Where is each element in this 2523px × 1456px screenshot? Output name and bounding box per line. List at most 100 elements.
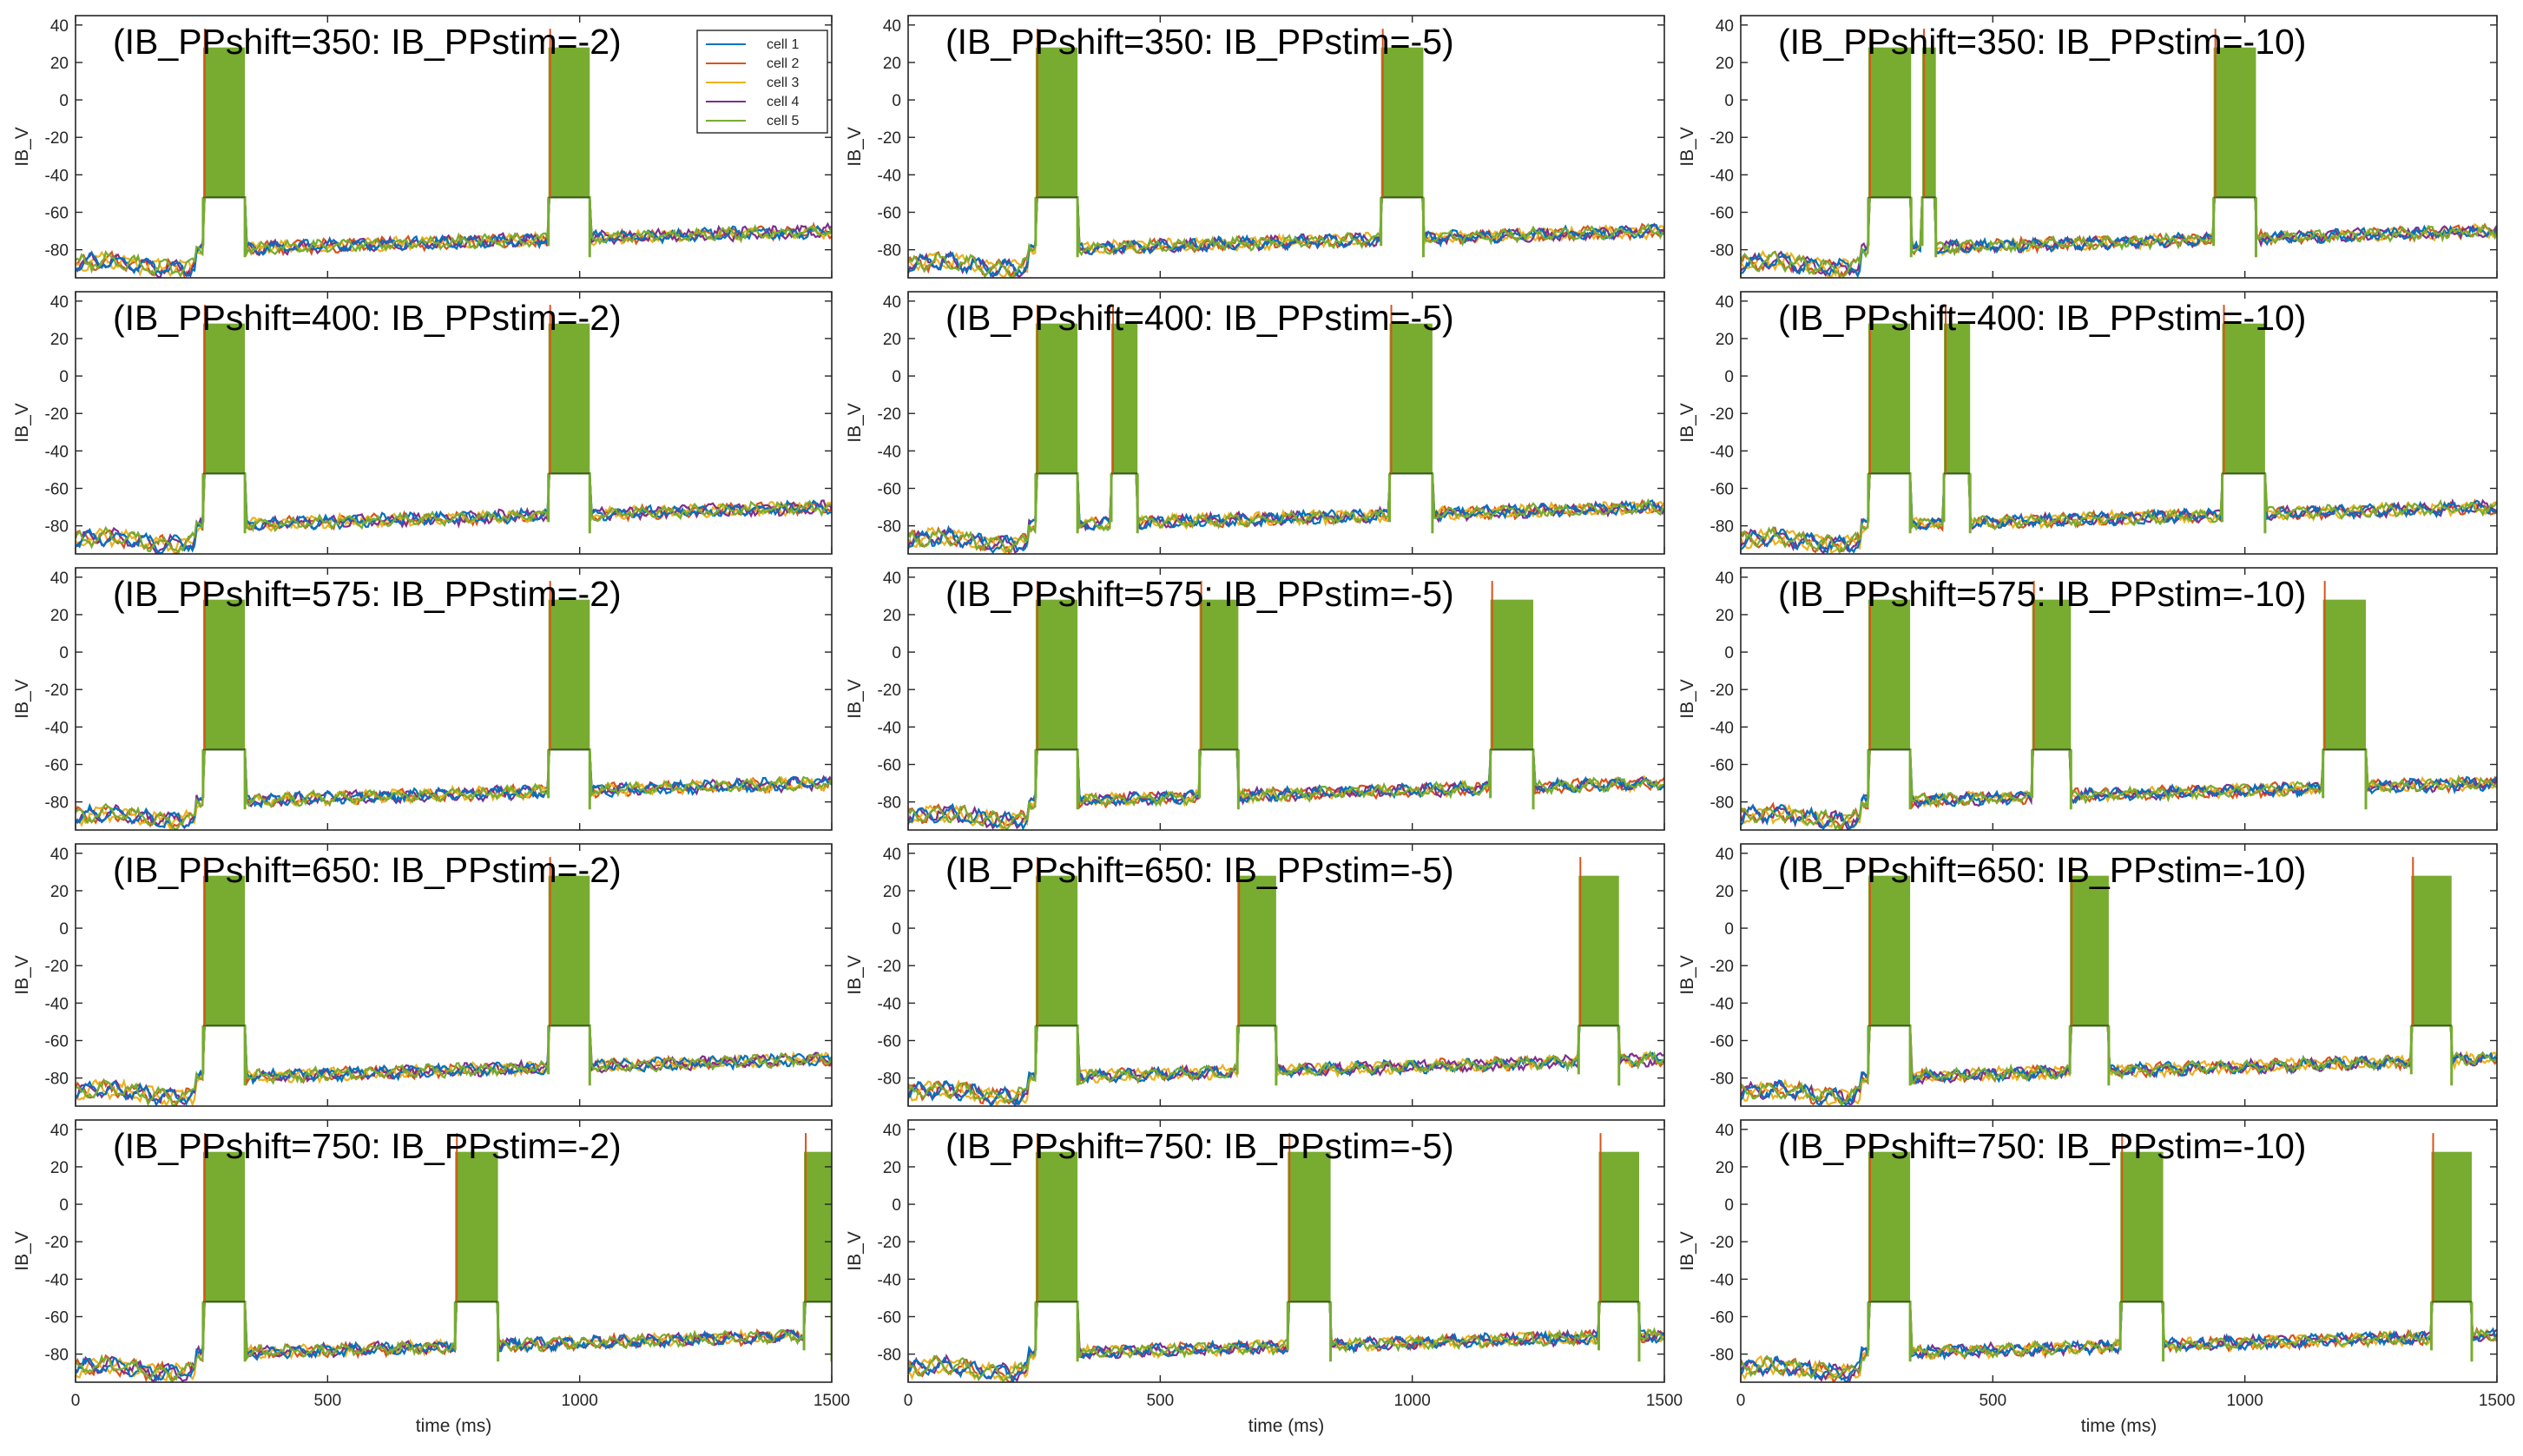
y-tick-label: -60 xyxy=(1710,481,1734,499)
burst-2 xyxy=(547,581,591,810)
y-tick-label: -40 xyxy=(45,443,69,461)
burst-2 xyxy=(547,29,591,258)
burst-block xyxy=(202,1151,246,1302)
y-tick-label: 40 xyxy=(50,1122,69,1140)
y-tick-label: -80 xyxy=(45,794,69,813)
burst-block xyxy=(1237,875,1276,1026)
y-tick-label: -80 xyxy=(878,1071,901,1089)
y-tick-label: 40 xyxy=(883,1122,901,1140)
y-tick-label: -60 xyxy=(45,1033,69,1051)
y-tick-label: -20 xyxy=(878,1234,901,1252)
panel-9: 40 20 0 -20 -40 -60 -80 IB_V (IB_PPshift=575: IB… xyxy=(1677,567,2498,831)
panel-3: 40 20 0 -20 -40 -60 -80 IB_V (IB_PPshift=350: IB… xyxy=(1677,15,2498,279)
burst-3 xyxy=(1597,1133,1641,1362)
cell-1-trace xyxy=(76,196,832,277)
y-tick-label: -40 xyxy=(1710,167,1734,185)
panel-1: 40 20 0 -20 -40 -60 -80 IB_V (IB_PPshift=350: IB… xyxy=(12,15,833,279)
cell-5-trace xyxy=(1741,196,2497,278)
burst-block xyxy=(548,47,590,198)
y-tick-label: 0 xyxy=(1724,644,1734,662)
burst-1 xyxy=(1034,305,1079,534)
y-tick-label: -60 xyxy=(45,481,69,499)
burst-block xyxy=(804,1151,832,1302)
burst-3 xyxy=(2322,581,2368,810)
burst-3 xyxy=(1577,857,1621,1086)
burst-block xyxy=(1380,47,1424,198)
x-tick-label: 1500 xyxy=(1646,1392,1683,1410)
y-tick-label: 40 xyxy=(883,17,901,36)
cell-1-trace xyxy=(76,748,832,829)
y-tick-label: -20 xyxy=(878,682,901,700)
y-tick-label: -60 xyxy=(878,1033,901,1051)
y-tick-label: -20 xyxy=(1710,958,1734,976)
y-tick-label: 20 xyxy=(50,1159,69,1177)
y-tick-label: -40 xyxy=(45,719,69,737)
panel-title: (IB_PPshift=575: IB_PPstim=-2) xyxy=(113,574,622,614)
plot-area xyxy=(76,305,832,554)
burst-block xyxy=(548,875,590,1026)
plot-area xyxy=(908,305,1664,554)
burst-1 xyxy=(1867,1133,1912,1362)
burst-block xyxy=(2222,323,2265,474)
y-tick-label: -40 xyxy=(878,719,901,737)
y-tick-label: -20 xyxy=(45,682,69,700)
y-tick-label: -20 xyxy=(45,1234,69,1252)
y-tick-label: -60 xyxy=(878,481,901,499)
burst-block xyxy=(1035,875,1078,1026)
y-tick-label: -20 xyxy=(1710,405,1734,424)
burst-2 xyxy=(453,1133,500,1362)
burst-block xyxy=(1868,1151,1911,1302)
y-tick-label: 0 xyxy=(892,368,901,386)
cell-5-trace xyxy=(908,1024,1664,1104)
x-tick-label: 0 xyxy=(904,1392,913,1410)
y-tick-label: -80 xyxy=(1710,794,1734,813)
cell-5-trace xyxy=(908,748,1664,830)
burst-1 xyxy=(201,305,247,534)
burst-block xyxy=(1389,323,1433,474)
cell-5-trace xyxy=(908,196,1664,278)
burst-1 xyxy=(1034,581,1079,810)
panel-7: 40 20 0 -20 -40 -60 -80 IB_V (IB_PPshift=575: IB… xyxy=(12,567,833,831)
panel-2: 40 20 0 -20 -40 -60 -80 IB_V (IB_PPshift=350: IB… xyxy=(845,15,1665,279)
y-axis-label: IB_V xyxy=(845,1231,865,1271)
y-tick-label: 0 xyxy=(892,1196,901,1215)
burst-1 xyxy=(201,29,247,258)
y-axis-label: IB_V xyxy=(845,127,865,167)
x-axis-label: time (ms) xyxy=(1248,1416,1325,1436)
burst-block xyxy=(1598,1151,1639,1302)
burst-1 xyxy=(201,1133,247,1362)
panel-title: (IB_PPshift=750: IB_PPstim=-10) xyxy=(1778,1126,2306,1166)
plot-area xyxy=(908,1133,1664,1382)
y-tick-label: -80 xyxy=(45,1347,69,1365)
cell-5-trace xyxy=(1741,748,2497,830)
y-tick-label: -20 xyxy=(878,958,901,976)
cell-5-trace xyxy=(76,472,832,554)
panel-title: (IB_PPshift=400: IB_PPstim=-10) xyxy=(1778,298,2306,338)
y-tick-label: -40 xyxy=(45,167,69,185)
x-tick-label: 1000 xyxy=(1394,1392,1431,1410)
cell-5-trace xyxy=(76,1024,832,1106)
axes-box xyxy=(75,15,833,279)
y-tick-label: 0 xyxy=(59,1196,69,1215)
burst-block xyxy=(1035,47,1078,198)
y-tick-label: 0 xyxy=(1724,1196,1734,1215)
burst-1 xyxy=(1867,29,1913,258)
y-tick-label: 40 xyxy=(883,293,901,312)
burst-1 xyxy=(201,857,247,1086)
y-tick-label: 0 xyxy=(892,920,901,939)
y-tick-label: -80 xyxy=(1710,242,1734,260)
y-tick-label: 40 xyxy=(50,17,69,36)
burst-block xyxy=(2431,1151,2472,1302)
x-tick-label: 0 xyxy=(71,1392,81,1410)
cell-5-trace xyxy=(908,472,1664,554)
burst-block xyxy=(2120,1151,2164,1302)
burst-block xyxy=(1922,47,1936,198)
y-axis-label: IB_V xyxy=(845,955,865,995)
y-tick-label: -80 xyxy=(878,794,901,813)
plot-area xyxy=(1741,305,2497,554)
plot-area xyxy=(1741,29,2497,278)
burst-block xyxy=(2322,599,2367,750)
axes-box xyxy=(907,1119,1665,1383)
y-axis-label: IB_V xyxy=(1677,127,1697,167)
y-tick-label: 20 xyxy=(883,55,901,73)
